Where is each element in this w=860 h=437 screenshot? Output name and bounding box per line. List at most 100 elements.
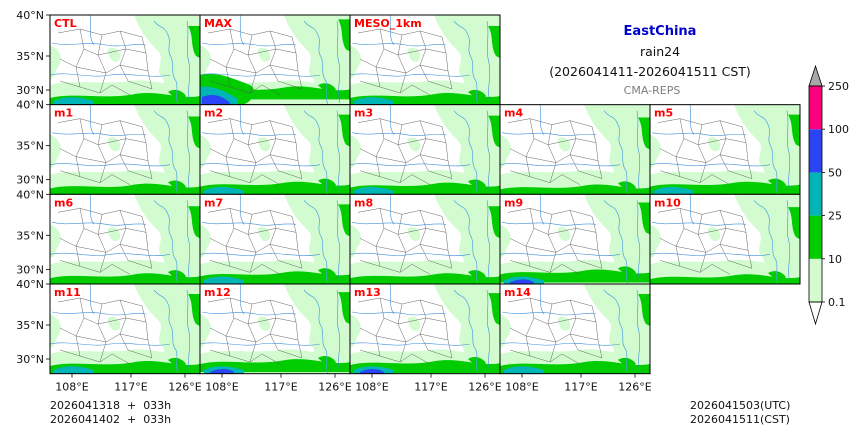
- province-border: [419, 299, 429, 351]
- rain-area-0-10: [584, 194, 650, 285]
- river: [501, 222, 597, 226]
- rain-area-0-10: [558, 316, 571, 331]
- province-border: [269, 120, 279, 171]
- rain-area-0-10: [708, 137, 721, 152]
- coastline: [153, 200, 179, 285]
- panel-m1: m1: [49, 104, 201, 195]
- province-border: [209, 327, 227, 337]
- panel-m2: m2: [199, 104, 351, 195]
- colorbar-label: 50: [828, 166, 842, 179]
- province-border: [269, 210, 279, 261]
- rain-area-0-10: [734, 104, 800, 195]
- province-border: [59, 80, 81, 88]
- province-border: [127, 349, 153, 359]
- province-border: [379, 174, 431, 185]
- province-border: [233, 228, 297, 235]
- rain-area-0-10: [408, 137, 421, 152]
- river: [650, 252, 771, 256]
- rain-area-10-25: [468, 179, 486, 192]
- coastline: [303, 200, 329, 285]
- province-border: [119, 120, 129, 171]
- province-border: [119, 30, 129, 82]
- coastline: [753, 200, 779, 285]
- colorbar-segment: [809, 129, 822, 173]
- river: [186, 289, 191, 373]
- province-border: [225, 297, 235, 357]
- province-border: [59, 148, 77, 157]
- rain-area-25-50: [54, 366, 94, 374]
- river: [89, 284, 95, 315]
- river: [351, 132, 447, 136]
- lon-tick-label: 108°E: [205, 381, 238, 394]
- coastline: [303, 20, 329, 105]
- rain-area-10-25: [488, 206, 500, 239]
- rain-area-0-10: [434, 15, 500, 105]
- axis-ticks: 40°N35°N30°N40°N35°N30°N40°N35°N30°N40°N…: [16, 9, 652, 394]
- colorbar-label: 10: [828, 253, 842, 266]
- rain-area-0-10: [134, 104, 200, 195]
- province-border: [379, 353, 431, 365]
- province-border: [79, 84, 131, 96]
- region-title: EastChina: [624, 24, 697, 39]
- colorbar-label: 0.1: [828, 296, 846, 309]
- province-border: [359, 58, 377, 68]
- rain-area-25-50: [354, 97, 394, 105]
- panel-label: m6: [54, 196, 73, 209]
- province-border: [383, 317, 447, 325]
- panel-m14: m14: [499, 283, 651, 375]
- province-border: [247, 303, 257, 363]
- river: [51, 222, 147, 226]
- river: [201, 311, 297, 316]
- rain-area-0-10: [108, 137, 121, 152]
- river: [336, 110, 341, 193]
- river: [51, 42, 147, 47]
- rain-area-0-10: [584, 284, 650, 374]
- province-border: [75, 28, 85, 88]
- rain-area-0-10: [50, 314, 61, 349]
- province-border: [675, 244, 749, 253]
- river: [351, 42, 447, 47]
- province-border: [683, 228, 747, 235]
- rain-area-10-25: [468, 356, 486, 370]
- coastline: [153, 110, 179, 195]
- panel-label: m12: [204, 286, 231, 299]
- rain-area-10-25: [638, 202, 650, 235]
- province-border: [83, 317, 147, 325]
- river: [201, 132, 297, 136]
- rain-area-10-25: [468, 89, 486, 102]
- river: [201, 42, 297, 47]
- river: [50, 342, 171, 346]
- province-border: [359, 327, 377, 337]
- province-border: [97, 214, 107, 273]
- rain-area-10-25: [618, 357, 636, 371]
- river: [239, 104, 245, 135]
- province-border: [569, 299, 579, 351]
- province-border: [75, 64, 149, 74]
- rain-area-0-10: [734, 194, 800, 285]
- province-border: [225, 208, 235, 267]
- panel-m3: m3: [349, 104, 501, 195]
- rain-area-25-50: [204, 186, 244, 195]
- province-border: [59, 349, 81, 357]
- river: [539, 194, 545, 225]
- rain-area-10-25: [50, 183, 200, 195]
- province-border: [225, 118, 235, 177]
- river: [200, 73, 321, 77]
- river: [539, 284, 545, 315]
- panel-label: m8: [354, 196, 373, 209]
- river: [486, 110, 491, 193]
- rain-area-0-10: [134, 284, 200, 374]
- rain-area-0-10: [558, 137, 571, 152]
- colorbar-frame: [808, 85, 823, 303]
- rain-area-10-25: [168, 357, 186, 371]
- rain-area-10-25: [188, 294, 200, 327]
- province-border: [79, 353, 131, 365]
- river: [636, 289, 641, 373]
- river: [389, 194, 395, 225]
- province-border: [59, 260, 81, 267]
- province-border: [383, 138, 447, 145]
- rain-area-50-100: [210, 369, 234, 374]
- province-border: [119, 299, 129, 351]
- river: [636, 110, 641, 193]
- rain-area-10-25: [188, 25, 200, 58]
